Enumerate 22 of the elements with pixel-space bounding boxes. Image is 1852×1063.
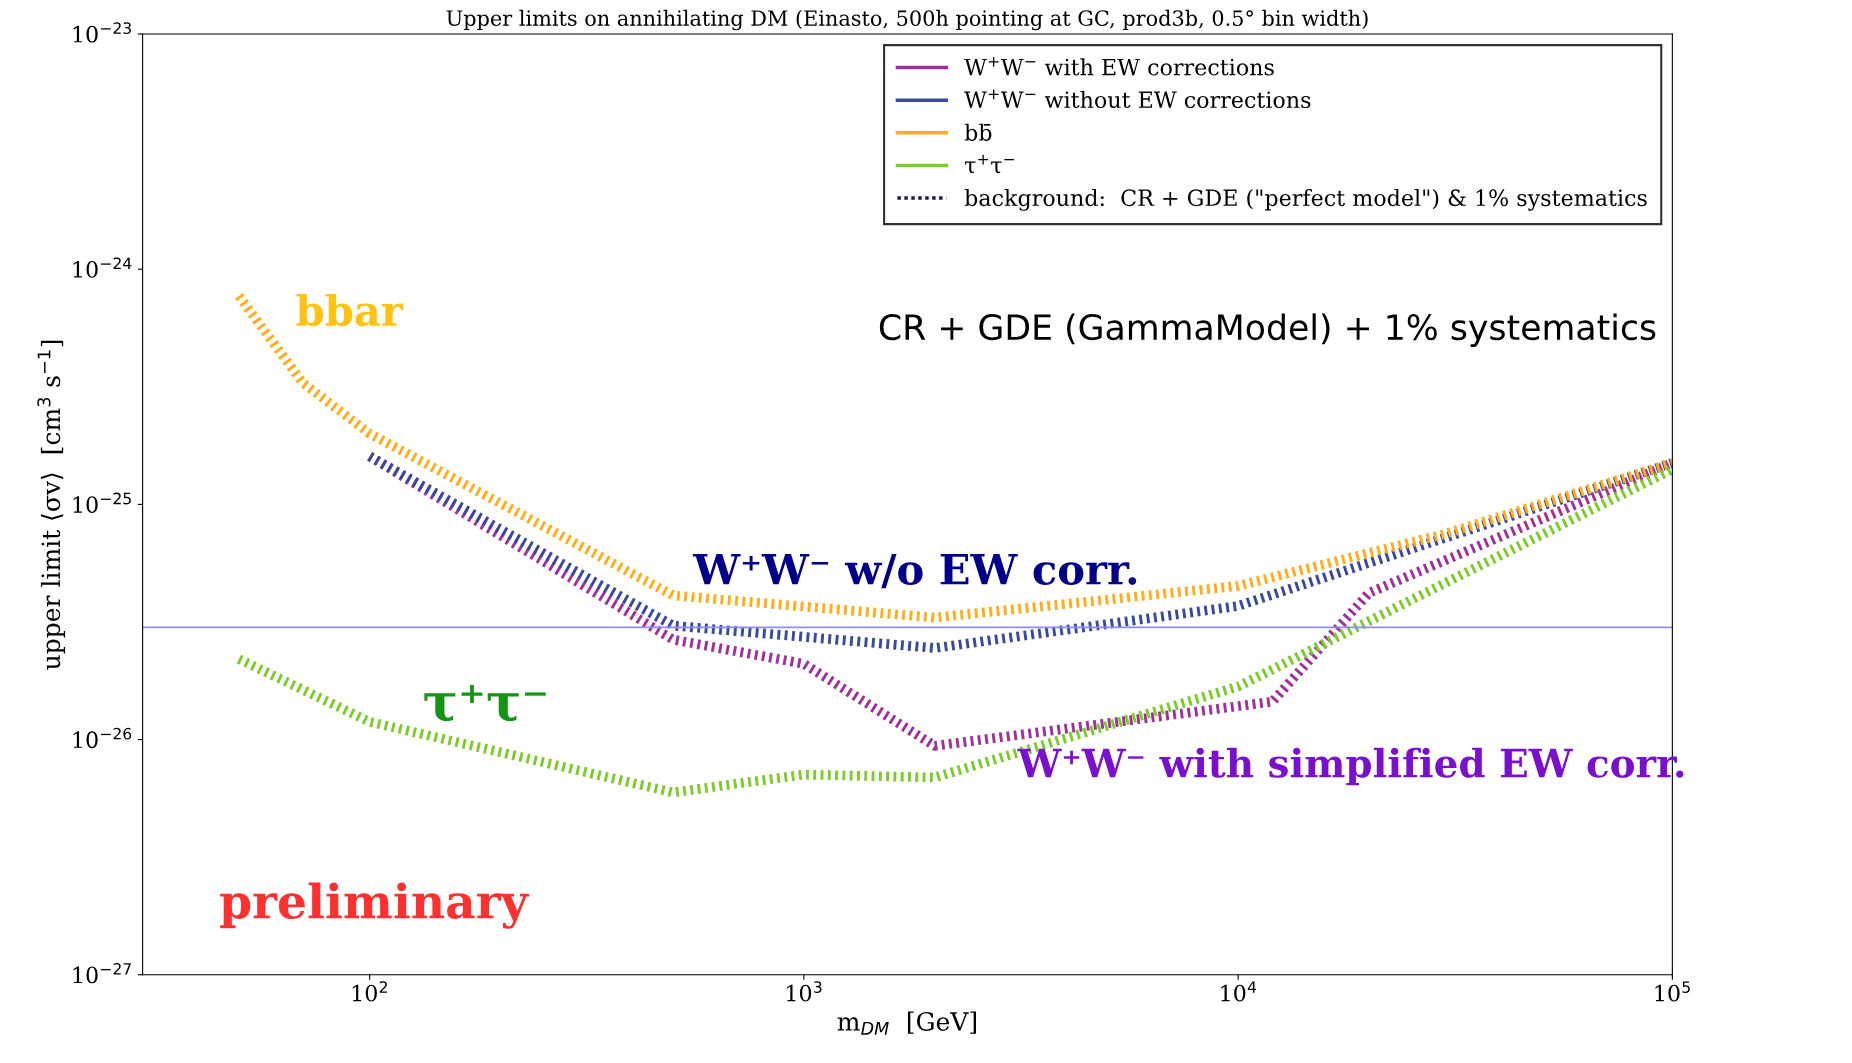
y-tick-label: 10$^{−25}$ [73, 492, 131, 513]
y-tick-label: 10$^{−26}$ [73, 727, 132, 749]
legend-label: τ$^{+}$τ$^{−}$ [964, 154, 1015, 174]
x-tick-label: 10$^{2}$ [352, 981, 387, 1002]
y-tick-label: 10$^{−23}$ [73, 22, 131, 43]
annotation: W⁺W⁻ w/o EW corr. [692, 553, 1137, 589]
x-tick-label: 10$^{4}$ [1221, 981, 1257, 1002]
annotation: preliminary [220, 882, 530, 929]
x-tick-label: 10$^{5}$ [1655, 981, 1690, 1002]
legend-label: W$^{+}$W$^{−}$ with EW corrections [964, 56, 1274, 76]
legend-label: background: CR + GDE ("perfect model") & 1% systematics [964, 188, 1647, 211]
y-axis-title: upper limit ⟨σv⟩ [cm$^{3}$ s$^{−1}$] [37, 340, 66, 670]
legend-label: bb̄ [964, 123, 992, 141]
y-tick-label: 10$^{−27}$ [73, 962, 131, 984]
y-tick-label: 10$^{−24}$ [73, 257, 132, 278]
x-tick-label: 10$^{3}$ [787, 981, 822, 1002]
chart-title: Upper limits on annihilating DM (Einasto, 500h pointing at GC, prod3b, 0.5° bin width) [446, 9, 1368, 31]
x-axis-title: m$_{DM}$ [GeV] [837, 1011, 977, 1035]
annotation: CR + GDE (GammaModel) + 1% systematics [879, 313, 1656, 347]
legend-label: W$^{+}$W$^{−}$ without EW corrections [964, 89, 1311, 109]
annotation: bbar [296, 293, 404, 327]
annotation: τ⁺τ⁻ [424, 684, 546, 722]
